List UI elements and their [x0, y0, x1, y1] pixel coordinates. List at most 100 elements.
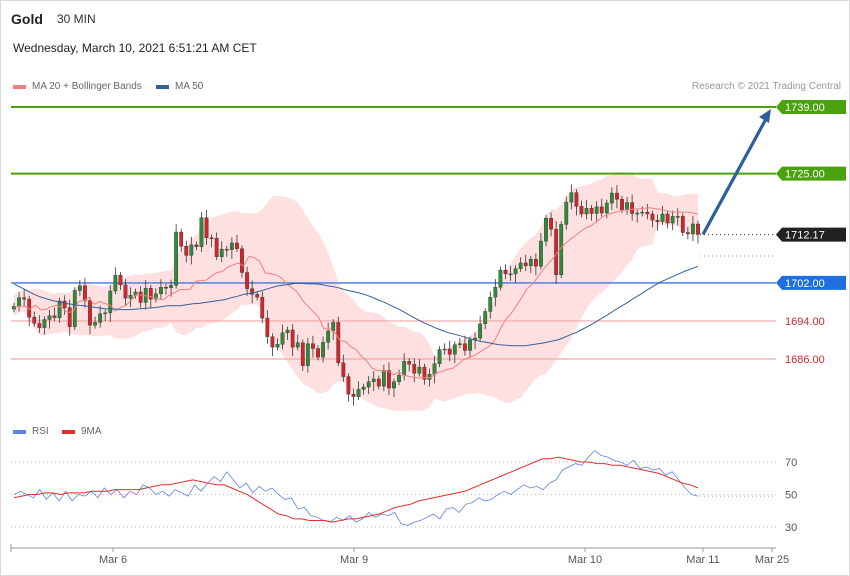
ma20-legend-label: MA 20 + Bollinger Bands: [32, 81, 142, 92]
candle-down: [32, 316, 37, 324]
candle-up: [57, 300, 62, 318]
rsi-ma-legend-label: 9MA: [81, 426, 102, 437]
candle-down: [250, 288, 255, 295]
ma50-swatch: [156, 84, 169, 89]
legend-rsi: RSI: [13, 426, 49, 437]
ma20-swatch: [13, 84, 26, 89]
x-tick-label: Mar 9: [340, 554, 368, 566]
candle-up: [42, 319, 47, 328]
candle-down: [650, 213, 655, 221]
candle-up: [468, 339, 472, 351]
candle-up: [569, 192, 574, 203]
candle-up: [564, 201, 569, 225]
candle-up: [275, 344, 280, 348]
candle-up: [493, 287, 498, 298]
candle-down: [204, 217, 209, 238]
candle-down: [37, 323, 42, 328]
candle-down: [351, 393, 356, 397]
candle-up: [199, 217, 204, 247]
candle-down: [407, 361, 412, 365]
candle-down: [148, 287, 153, 300]
candle-up: [427, 374, 432, 380]
candle-up: [381, 370, 386, 387]
candle-up: [544, 218, 548, 242]
candle-up: [660, 213, 665, 222]
candle-down: [346, 376, 351, 395]
candle-up: [498, 269, 503, 288]
rsi-tick-30: 30: [785, 522, 797, 534]
timeframe-selector[interactable]: 30 MIN: [51, 8, 102, 30]
candle-up: [108, 290, 113, 314]
candle-up: [280, 332, 285, 345]
chart-datetime: Wednesday, March 10, 2021 6:51:21 AM CET: [13, 41, 257, 55]
candle-up: [488, 296, 493, 312]
candle-down: [341, 362, 346, 377]
level-tag-1725.00: [776, 166, 846, 181]
candle-up: [356, 389, 361, 397]
ma20-line: [13, 207, 699, 379]
candle-up: [371, 378, 376, 383]
candle-up: [189, 244, 194, 256]
candle-down: [311, 343, 315, 349]
candle-down: [620, 199, 624, 210]
candle-down: [265, 317, 270, 337]
rsi-swatch: [13, 429, 26, 434]
candle-down: [270, 336, 275, 348]
candle-down: [123, 284, 128, 299]
candle-down: [245, 272, 249, 289]
candle-up: [93, 322, 97, 326]
x-tick-label: Mar 11: [686, 554, 719, 566]
candle-down: [696, 223, 700, 235]
candle-down: [665, 213, 670, 224]
level-tag-1739.00: [776, 100, 846, 114]
level-label-1694.00: 1694.00: [785, 316, 825, 328]
candle-down: [523, 262, 528, 267]
legend-rsi-ma: 9MA: [62, 426, 102, 437]
candle-down: [316, 348, 320, 358]
candle-up: [584, 208, 589, 215]
candle-down: [209, 237, 214, 239]
candle-down: [179, 231, 184, 247]
x-tick-label: Mar 6: [99, 554, 127, 566]
candle-down: [599, 206, 604, 214]
candle-down: [235, 242, 239, 249]
candle-up: [361, 386, 366, 390]
candle-up: [174, 231, 179, 286]
level-label-1702.00: 1702.00: [785, 278, 825, 290]
candle-up: [98, 313, 103, 323]
candle-down: [300, 342, 305, 366]
candle-down: [630, 202, 635, 214]
candle-down: [52, 315, 57, 318]
candle-up: [452, 344, 457, 355]
candle-down: [615, 192, 619, 200]
level-label-1686.00: 1686.00: [785, 354, 825, 366]
candle-up: [640, 211, 645, 214]
candle-up: [295, 342, 300, 348]
candle-down: [387, 370, 391, 389]
symbol-title: Gold: [11, 11, 43, 27]
candle-down: [422, 366, 427, 380]
x-tick-label: Mar 25: [755, 554, 789, 566]
candle-down: [680, 216, 685, 233]
candle-up: [635, 212, 640, 215]
candle-down: [376, 378, 381, 387]
candle-down: [447, 348, 452, 355]
candle-down: [118, 275, 123, 286]
candle-down: [503, 269, 508, 275]
candle-down: [685, 232, 690, 235]
candle-up: [305, 343, 310, 366]
candle-up: [321, 342, 325, 358]
rsi-ma-line: [13, 456, 699, 523]
candle-up: [17, 297, 21, 307]
candle-up: [153, 293, 158, 300]
candle-down: [290, 329, 295, 348]
rsi-tick-50: 50: [785, 490, 797, 502]
candle-down: [463, 343, 467, 351]
level-label-1739.00: 1739.00: [785, 102, 825, 114]
forecast-arrow: [701, 118, 768, 236]
candle-down: [412, 364, 417, 374]
candle-up: [518, 262, 523, 269]
candle-down: [214, 238, 219, 257]
candle-down: [579, 206, 584, 215]
